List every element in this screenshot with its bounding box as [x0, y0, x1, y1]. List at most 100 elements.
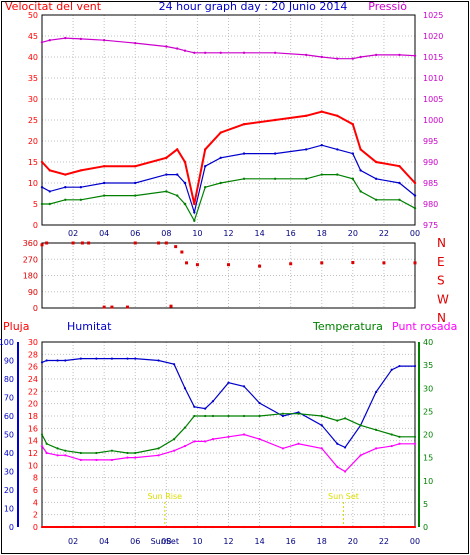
data-point-pressure: [102, 39, 106, 42]
direction-point: [110, 305, 114, 309]
data-point-temperature: [359, 424, 362, 427]
data-point-gust: [359, 148, 362, 151]
data-point-temperature: [40, 433, 44, 436]
y-tick-label-pressure: 985: [423, 179, 438, 188]
data-point-gust: [273, 118, 277, 122]
data-point-rain: [134, 525, 137, 529]
data-point-dewpoint: [258, 438, 261, 441]
y-tick-label-rain: 22: [28, 387, 38, 396]
direction-point: [87, 241, 91, 245]
y-tick-label-rain: 16: [28, 424, 38, 433]
x-tick-label: 08: [161, 537, 171, 546]
data-point-humidity: [320, 424, 323, 427]
series-line-avg: [41, 144, 416, 215]
data-point-gust: [398, 165, 401, 168]
data-point-dewpoint: [359, 454, 362, 457]
data-point-dewpoint: [40, 444, 44, 448]
y-tick-label-wind: 20: [28, 137, 38, 146]
compass-label: N: [437, 311, 446, 325]
x-tick-label: 14: [254, 229, 264, 238]
y-tick-label-wind: 25: [28, 116, 38, 125]
compass-label: N: [437, 236, 446, 250]
data-point-avg: [305, 148, 308, 151]
y-tick-label-pressure: 1020: [423, 32, 443, 41]
data-point-min: [413, 207, 417, 210]
y-tick-label-wind: 10: [28, 179, 38, 188]
data-point-min: [273, 177, 277, 180]
data-point-pressure: [219, 51, 222, 54]
data-point-temperature: [110, 449, 114, 452]
x-tick-label: 02: [68, 537, 78, 546]
data-point-humidity: [110, 357, 114, 360]
x-tick-label: 08: [161, 229, 171, 238]
y-tick-label-pressure: 975: [423, 221, 438, 230]
y-tick-label-direction: 90: [28, 288, 38, 297]
x-tick-extra-label: SunSet: [151, 537, 179, 546]
data-point-temperature: [297, 412, 300, 415]
data-point-avg: [374, 177, 378, 180]
data-point-rain: [64, 525, 67, 529]
series-line-min: [42, 174, 416, 223]
data-point-min: [374, 198, 378, 201]
data-point-rain: [343, 525, 347, 529]
data-point-pressure: [413, 54, 417, 57]
direction-point: [169, 304, 173, 308]
data-point-gust: [305, 114, 308, 118]
data-point-humidity: [343, 446, 347, 449]
y-tick-label-humidity: 20: [4, 486, 14, 495]
y-tick-label-wind: 50: [28, 11, 38, 20]
data-point-temperature: [193, 414, 196, 418]
y-tick-label-rain: 26: [28, 363, 38, 372]
data-point-humidity: [45, 359, 48, 362]
data-point-avg: [165, 173, 168, 176]
data-point-humidity: [281, 414, 284, 418]
data-point-avg: [64, 186, 67, 189]
data-point-min: [183, 202, 187, 206]
y-tick-label-direction: 180: [23, 272, 38, 281]
data-point-rain: [45, 525, 48, 529]
data-point-dewpoint: [390, 444, 393, 448]
y-tick-label-pressure: 1000: [423, 116, 443, 125]
data-point-avg: [336, 148, 339, 151]
y-tick-label-rain: 4: [33, 498, 38, 507]
y-tick-label-temperature: 20: [423, 431, 433, 440]
y-tick-label-pressure: 1005: [423, 95, 443, 104]
data-point-gust: [242, 123, 246, 126]
x-tick-label: 04: [99, 229, 109, 238]
data-point-rain: [95, 525, 98, 529]
data-point-gust: [165, 156, 168, 159]
y-tick-label-wind: 0: [33, 221, 38, 230]
data-point-pressure: [203, 51, 207, 54]
series-line-gust: [41, 110, 416, 205]
data-point-humidity: [134, 357, 137, 360]
data-point-rain: [413, 525, 417, 529]
data-point-dewpoint: [110, 458, 114, 462]
data-point-dewpoint: [297, 442, 300, 445]
data-point-humidity: [173, 363, 176, 366]
data-point-gust: [374, 160, 378, 164]
data-point-rain: [336, 525, 339, 529]
data-point-temperature: [173, 438, 176, 441]
data-point-rain: [359, 525, 362, 529]
data-point-rain: [204, 525, 207, 529]
data-point-humidity: [336, 442, 339, 445]
data-point-temperature: [64, 449, 67, 452]
y-tick-label-humidity: 10: [4, 505, 14, 514]
data-point-avg: [102, 181, 106, 185]
data-point-pressure: [183, 49, 187, 52]
data-point-min: [40, 202, 44, 206]
y-tick-label-wind: 40: [28, 53, 38, 62]
direction-point: [157, 241, 161, 245]
left-axis-title: Velocitat del vent: [5, 0, 102, 13]
data-point-dewpoint: [281, 447, 284, 450]
data-point-humidity: [242, 385, 246, 388]
data-point-humidity: [375, 390, 378, 394]
y-tick-label-wind: 45: [28, 32, 38, 41]
series-line-temperature: [41, 413, 415, 454]
x-tick-label: 20: [348, 537, 358, 546]
direction-point: [133, 241, 137, 245]
direction-point: [382, 261, 386, 265]
x-tick-label: 14: [254, 537, 264, 546]
data-point-pressure: [48, 39, 51, 42]
data-point-temperature: [413, 435, 417, 438]
